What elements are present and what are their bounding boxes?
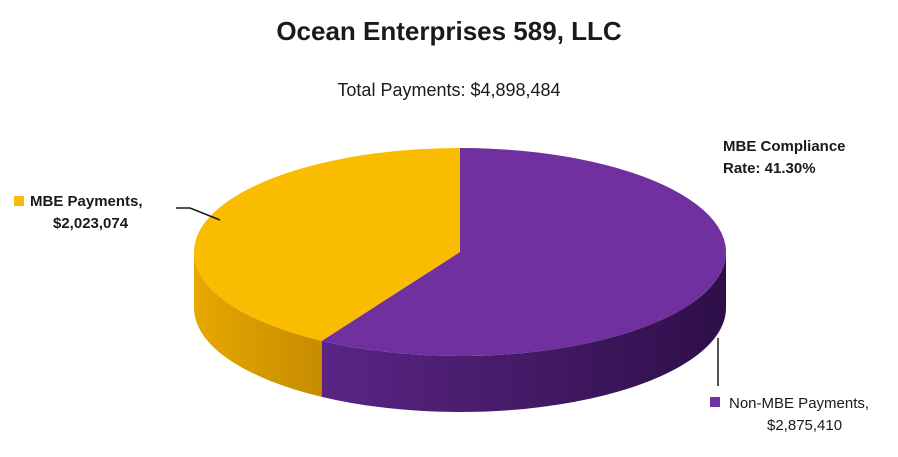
slice-top-mbe xyxy=(193,148,460,341)
chart-title: Ocean Enterprises 589, LLC xyxy=(276,16,622,46)
slice-label-non-mbe-line1: Non-MBE Payments, xyxy=(729,395,869,412)
legend-swatch-mbe xyxy=(14,196,24,206)
legend-swatch-non-mbe xyxy=(710,397,720,407)
compliance-annotation-line1: MBE Compliance xyxy=(723,138,846,155)
slice-side-non-mbe xyxy=(321,252,726,412)
leader-line-mbe xyxy=(176,207,221,221)
compliance-annotation-line2: Rate: 41.30% xyxy=(723,160,816,177)
chart-subtitle: Total Payments: $4,898,484 xyxy=(337,80,560,100)
pie-slices xyxy=(193,148,727,412)
slice-label-mbe-line1: MBE Payments, xyxy=(30,193,143,210)
slice-label-mbe-line2: $2,023,074 xyxy=(53,215,129,232)
slice-label-non-mbe-line2: $2,875,410 xyxy=(767,417,842,434)
slice-side-mbe xyxy=(194,252,322,397)
slice-top-non-mbe xyxy=(321,148,727,356)
